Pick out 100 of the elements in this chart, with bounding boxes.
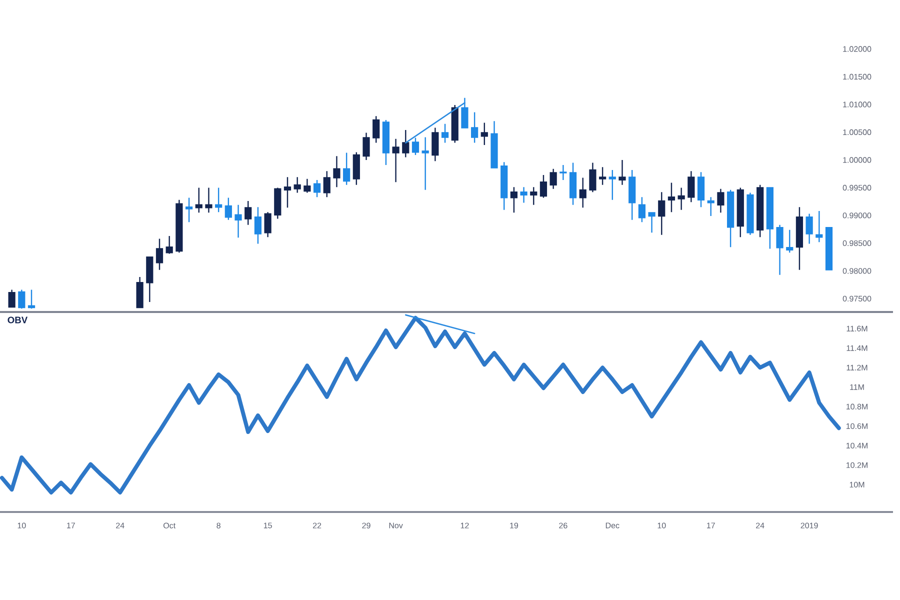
y-tick-label: 1.01000 (843, 102, 872, 108)
candlestick (412, 137, 420, 156)
candlestick (176, 199, 183, 254)
candlestick (402, 129, 410, 158)
candlestick (816, 210, 823, 243)
candlestick (441, 123, 449, 144)
x-tick-label: 10 (658, 522, 666, 528)
candlestick (726, 189, 734, 248)
y-tick-label: 0.98000 (842, 268, 872, 274)
x-tick-label: 19 (510, 522, 518, 528)
x-tick-label: 10 (18, 522, 26, 528)
candlestick (195, 187, 202, 214)
candlestick (717, 188, 724, 214)
x-tick-label: Dec (606, 522, 620, 528)
candlestick (343, 152, 350, 186)
candlestick (796, 206, 804, 270)
candlestick (736, 187, 744, 238)
candlestick (786, 229, 794, 254)
x-tick-label: Nov (389, 522, 403, 528)
candlestick (530, 186, 538, 206)
y-tick-label: 0.99500 (842, 184, 872, 191)
candlestick (352, 152, 360, 186)
candlestick (825, 227, 833, 270)
y-tick-label: 1.00500 (843, 129, 872, 136)
candlestick (451, 104, 458, 144)
candlestick (599, 166, 606, 186)
candlestick (294, 176, 301, 194)
candlestick (313, 179, 321, 198)
y-tick-label: 10.2M (846, 462, 868, 468)
x-tick-label: 17 (67, 522, 75, 528)
y-tick-label: 11.4M (846, 345, 868, 351)
candlestick (284, 176, 292, 208)
candlestick (244, 200, 252, 226)
candlestick (18, 289, 26, 310)
candlestick (697, 172, 705, 208)
candlestick (422, 136, 429, 191)
candlestick (608, 169, 616, 201)
candlestick (8, 289, 16, 308)
candlestick (205, 187, 212, 214)
y-tick-label: 11M (850, 384, 864, 390)
candlestick (480, 122, 488, 146)
x-tick-label: 24 (756, 522, 764, 528)
x-tick-label: 26 (559, 522, 568, 528)
candlestick (372, 116, 380, 144)
y-tick-label: 10.4M (846, 442, 868, 448)
candlestick (707, 196, 714, 217)
y-tick-label: 10.6M (846, 423, 868, 429)
candlestick (806, 213, 813, 244)
candlestick (569, 162, 577, 206)
candlestick (766, 186, 774, 250)
candlestick (618, 159, 626, 186)
candlestick (648, 212, 656, 234)
candlestick (471, 112, 478, 144)
candlestick (156, 238, 164, 270)
candlestick (776, 224, 784, 276)
y-tick-label: 1.00000 (843, 157, 872, 163)
y-tick-label: 1.01500 (843, 74, 872, 80)
candlestick (392, 138, 400, 183)
candlestick (756, 184, 764, 238)
candlestick (560, 164, 567, 181)
candlestick (540, 174, 548, 198)
y-tick-label: 0.99000 (842, 212, 872, 218)
candlestick (579, 177, 586, 208)
candlestick (382, 119, 390, 166)
candlestick (264, 212, 272, 238)
candlestick (166, 235, 173, 254)
candlestick (638, 196, 646, 223)
x-tick-label: 24 (116, 522, 124, 528)
candlestick (146, 256, 154, 303)
candlestick (136, 276, 144, 308)
x-tick-label: 17 (707, 522, 715, 528)
candlestick (254, 206, 262, 244)
candlestick (520, 186, 528, 204)
candlestick (500, 162, 508, 211)
candlestick (224, 197, 232, 220)
candlestick (333, 155, 340, 188)
candlestick (304, 178, 311, 194)
chart-title: OBV (8, 316, 28, 324)
candlestick (234, 204, 242, 238)
x-tick-label: Oct (164, 522, 176, 528)
y-tick-label: 10M (850, 482, 864, 488)
candlestick (432, 127, 439, 162)
candlestick (274, 187, 282, 220)
x-tick-label: 15 (264, 522, 272, 528)
y-tick-label: 0.98500 (842, 240, 872, 246)
candlestick (658, 192, 666, 236)
candlestick (362, 132, 370, 161)
candlestick (668, 182, 676, 213)
candlestick (323, 170, 330, 198)
candlestick (678, 187, 685, 211)
candlestick (550, 168, 557, 190)
candlestick (628, 169, 636, 220)
y-tick-label: 1.02000 (843, 46, 872, 52)
y-tick-label: 10.8M (846, 404, 868, 410)
x-tick-label: 2019 (800, 522, 818, 528)
y-tick-label: 11.6M (846, 326, 868, 332)
y-tick-label: 11.2M (846, 364, 868, 370)
y-tick-label: 0.97500 (842, 296, 872, 302)
x-tick-label: 12 (460, 522, 469, 528)
candlestick (589, 162, 596, 193)
